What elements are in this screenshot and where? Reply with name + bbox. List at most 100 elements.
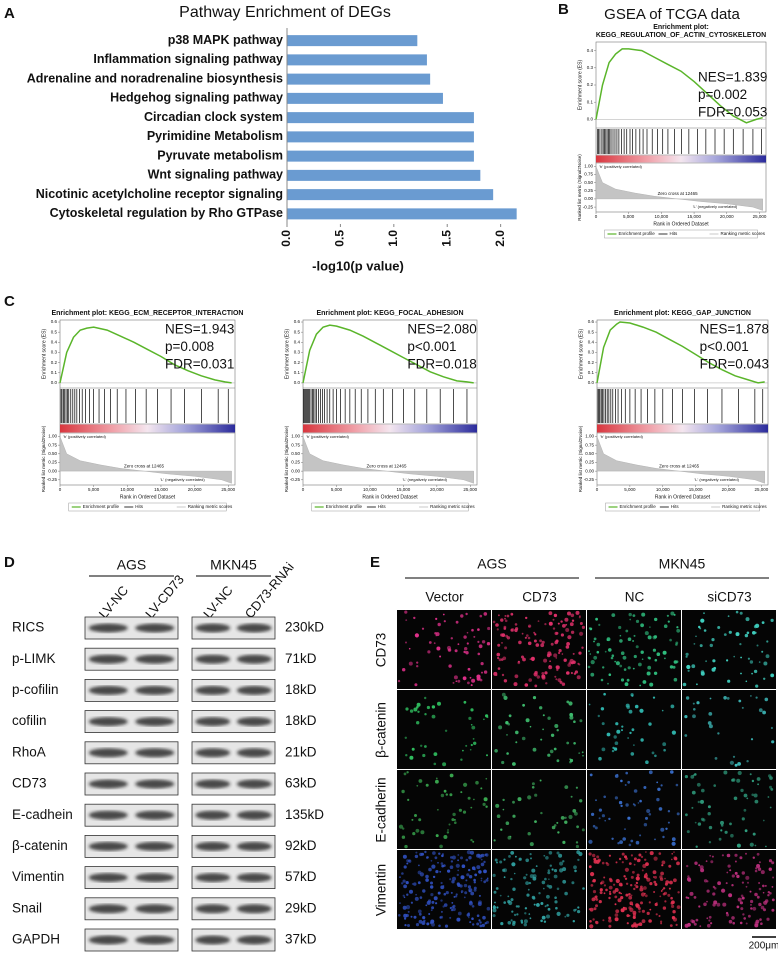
cell-dot (628, 895, 633, 900)
cell-dot (440, 910, 443, 913)
cell-dot (618, 800, 623, 805)
cell-dot (471, 725, 476, 730)
cell-dot (627, 780, 631, 784)
cell-dot (575, 844, 580, 849)
cell-dot (766, 917, 770, 921)
cell-dot (427, 856, 429, 859)
cell-dot (430, 909, 433, 912)
cell-dot (671, 841, 676, 846)
cell-dot (708, 825, 713, 830)
band (135, 873, 175, 883)
cell-dot (440, 915, 444, 919)
cell-dot (694, 821, 697, 824)
cell-dot (648, 919, 652, 923)
cell-dot (739, 643, 742, 646)
cell-dot (457, 854, 460, 856)
cell-dot (581, 828, 585, 832)
cell-dot (744, 633, 749, 638)
cell-dot (620, 779, 623, 783)
cell-dot (575, 841, 579, 844)
cell-dot (758, 902, 762, 907)
plot-frame (302, 319, 478, 486)
y-tick-label: 0.00 (585, 468, 594, 473)
blot-box (191, 803, 276, 827)
cell-dot (632, 870, 635, 874)
cell-dot (754, 923, 759, 928)
blot-box (191, 710, 276, 733)
cell-dot (737, 770, 742, 776)
x-tick-label: 0 (596, 487, 599, 492)
cell-dot (422, 916, 425, 919)
cell-dot (740, 656, 742, 659)
cell-dot (648, 722, 652, 726)
cell-dot (416, 784, 419, 787)
cell-dot (549, 660, 551, 662)
y-tick-label: 0.25 (584, 188, 593, 193)
cell-dot (529, 725, 532, 728)
cell-dot (548, 885, 553, 889)
cell-dot (664, 882, 668, 886)
y-axis-label: Enrichment score (ES) (578, 329, 584, 380)
x-axis-label: Rank in Ordered Dataset (120, 494, 176, 500)
cell-dot (623, 668, 627, 671)
x-tick-label: 0.5 (333, 230, 347, 247)
cell-dot (414, 633, 419, 638)
cell-dot (706, 889, 710, 893)
cell-dot (414, 896, 419, 901)
cell-dot (438, 924, 441, 928)
protein-label: RICS (12, 620, 44, 635)
cell-dot (741, 817, 745, 821)
cell-dot (699, 644, 703, 648)
cell-dot (751, 672, 753, 675)
cell-dot (588, 650, 590, 652)
cell-dot (713, 900, 718, 905)
cell-dot (771, 898, 775, 902)
cell-dot (407, 798, 410, 802)
band (195, 935, 231, 945)
cell-dot (631, 728, 635, 732)
y-axis-label: Enrichment score (ES) (577, 60, 583, 111)
cell-dot (465, 744, 468, 747)
cell-dot (597, 714, 600, 718)
band (88, 623, 128, 633)
cell-dot (466, 873, 470, 877)
cell-dot (405, 707, 409, 711)
y-axis-label: Ranked list metric (Signal2Noise) (577, 154, 582, 221)
cell-dot (649, 626, 651, 628)
cell-dot (397, 679, 401, 683)
x-tick-label: 25,000 (755, 487, 769, 492)
cell-dot (473, 878, 476, 882)
cell-dot (638, 853, 642, 857)
cell-dot (670, 770, 674, 774)
y-tick-label: -0.25 (583, 204, 594, 209)
cell-dot (771, 886, 774, 888)
x-tick-label: 0 (595, 214, 598, 219)
band (135, 810, 175, 820)
cell-dot (598, 900, 602, 904)
micrograph (682, 850, 776, 929)
x-tick-label: 25,000 (221, 487, 235, 492)
bar (287, 54, 427, 66)
cell-dot (547, 871, 551, 875)
band (195, 873, 231, 883)
cell-dot (527, 636, 531, 640)
cell-dot (763, 677, 766, 680)
gsea-title: KEGG_REGULATION_OF_ACTIN_CYTOSKELETON (596, 32, 766, 39)
cell-dot (524, 636, 528, 639)
cell-dot (566, 642, 570, 646)
cell-dot (614, 741, 619, 745)
cell-dot (613, 883, 616, 886)
cell-dot (466, 850, 471, 855)
cell-dot (492, 905, 496, 910)
cell-dot (411, 883, 414, 885)
cell-dot (556, 729, 559, 732)
blot-box (191, 616, 276, 640)
cell-dot (572, 652, 575, 655)
cell-dot (549, 864, 552, 867)
cell-dot (480, 862, 485, 867)
cell-dot (539, 779, 542, 782)
cell-dot (670, 704, 675, 709)
cell-dot (468, 901, 473, 906)
cell-dot (532, 876, 537, 881)
